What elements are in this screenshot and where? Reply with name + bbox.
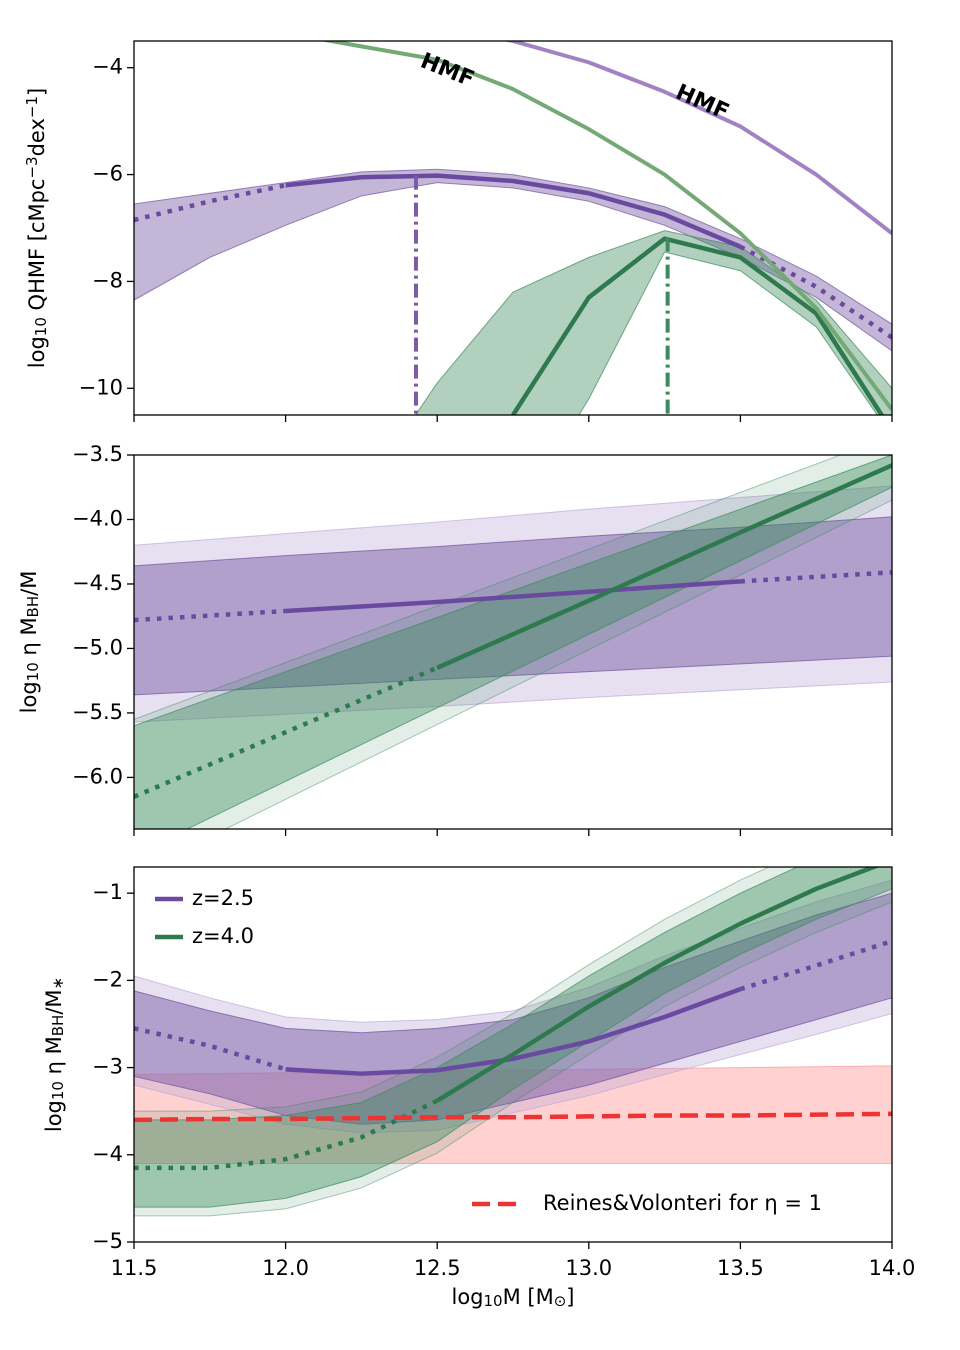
- axes-frame: [133, 454, 893, 830]
- label-part: dex: [25, 118, 49, 156]
- series-line: [285, 173, 742, 249]
- series-line: [436, 463, 892, 670]
- label-part: QHMF [cMpc: [25, 179, 49, 318]
- series-line: [503, 41, 892, 235]
- label-part: 10: [32, 317, 50, 336]
- plot-area: [134, 867, 892, 1217]
- label-part: log: [42, 1100, 66, 1132]
- band: [134, 892, 892, 1125]
- series-line: [740, 570, 892, 584]
- label-part: log: [25, 336, 49, 368]
- label-part: ∗: [49, 977, 67, 990]
- band: [134, 168, 892, 352]
- panel: −3.5 −4.0 −4.5 −5.0 −5.5 −6.0 log10 η MBH/M: [17, 442, 893, 836]
- series-line: [134, 608, 286, 623]
- legend-label: z=4.0: [192, 924, 254, 948]
- label-part: η M: [42, 1036, 66, 1081]
- axes-frame: [133, 866, 893, 1243]
- y-tick-label: −2: [92, 967, 123, 991]
- y-tick-label: −4.5: [72, 571, 123, 595]
- x-tick-label: 13.0: [565, 1256, 612, 1280]
- y-tick-label: −8: [92, 268, 123, 292]
- axis-label: log10M [M⊙]: [452, 1285, 575, 1310]
- x-tick-label: 11.5: [111, 1256, 158, 1280]
- series-line: [134, 665, 439, 799]
- label-part: 10: [24, 662, 42, 681]
- label-part: /M: [42, 989, 66, 1014]
- y-tick-label: −1: [92, 880, 123, 904]
- x-tick-label: 14.0: [869, 1256, 916, 1280]
- y-tick-label: −3.5: [72, 442, 123, 466]
- label-part: η M: [17, 617, 41, 662]
- curve-label: HMF: [417, 49, 478, 93]
- label-part: −3: [23, 156, 41, 178]
- axis-label: log10 QHMF [cMpc−3dex−1]: [23, 88, 51, 368]
- label-part: −1: [23, 96, 41, 118]
- label-part: 10: [49, 1081, 67, 1100]
- band: [134, 867, 892, 1217]
- curve-label: HMF: [672, 80, 733, 125]
- y-tick-label: −10: [79, 375, 123, 399]
- label-part: ]: [25, 88, 49, 96]
- axis-label: log10 η MBH/M: [17, 571, 42, 714]
- series-line: [134, 1026, 287, 1072]
- axis-label: log10 η MBH/M∗: [42, 977, 67, 1132]
- y-tick-label: −5: [92, 1229, 123, 1253]
- label-part: log: [452, 1285, 484, 1309]
- panel: −1 −2 −3 −4 −5 11.5 12.0 12.5 13.0 13.5 14.0 log10 …: [42, 866, 916, 1310]
- y-tick-label: −5.0: [72, 635, 123, 659]
- label-part: BH: [49, 1015, 67, 1037]
- x-tick-label: 12.0: [262, 1256, 309, 1280]
- label-part: ]: [566, 1285, 574, 1309]
- legend-label: z=2.5: [192, 886, 254, 910]
- y-tick-label: −3: [92, 1055, 123, 1079]
- x-tick-label: 12.5: [414, 1256, 461, 1280]
- label-part: BH: [24, 596, 42, 618]
- y-tick-label: −6: [92, 162, 123, 186]
- band: [134, 867, 892, 1208]
- label-part: ⊙: [554, 1292, 567, 1310]
- band: [414, 230, 892, 415]
- plot-area: [134, 455, 892, 829]
- series-line: [134, 183, 287, 223]
- series-line: [319, 41, 892, 411]
- y-tick-label: −5.5: [72, 700, 123, 724]
- label-part: log: [17, 681, 41, 713]
- series-line: [285, 579, 741, 614]
- series-line: [436, 867, 880, 1103]
- x-tick-label: 13.5: [717, 1256, 764, 1280]
- series-line: [285, 986, 742, 1076]
- y-tick-label: −4.0: [72, 506, 123, 530]
- series-line: [134, 1098, 439, 1171]
- label-part: /M: [17, 571, 41, 596]
- plot-area: [134, 41, 892, 415]
- panel: HMF HMF −4 −6 −8 −10 log10 QHMF [cMpc−3dex−1]: [23, 40, 893, 422]
- axes-frame: [133, 40, 893, 416]
- series-line: [511, 236, 885, 415]
- label-part: M [M: [503, 1285, 554, 1309]
- series-line: [739, 938, 892, 992]
- label-part: 10: [484, 1292, 503, 1310]
- y-tick-label: −6.0: [72, 764, 123, 788]
- y-tick-label: −4: [92, 1142, 123, 1166]
- band: [134, 516, 892, 696]
- legend-label: Reines&Volonteri for η = 1: [543, 1191, 822, 1215]
- series-line: [134, 1111, 892, 1123]
- y-tick-label: −4: [92, 55, 123, 79]
